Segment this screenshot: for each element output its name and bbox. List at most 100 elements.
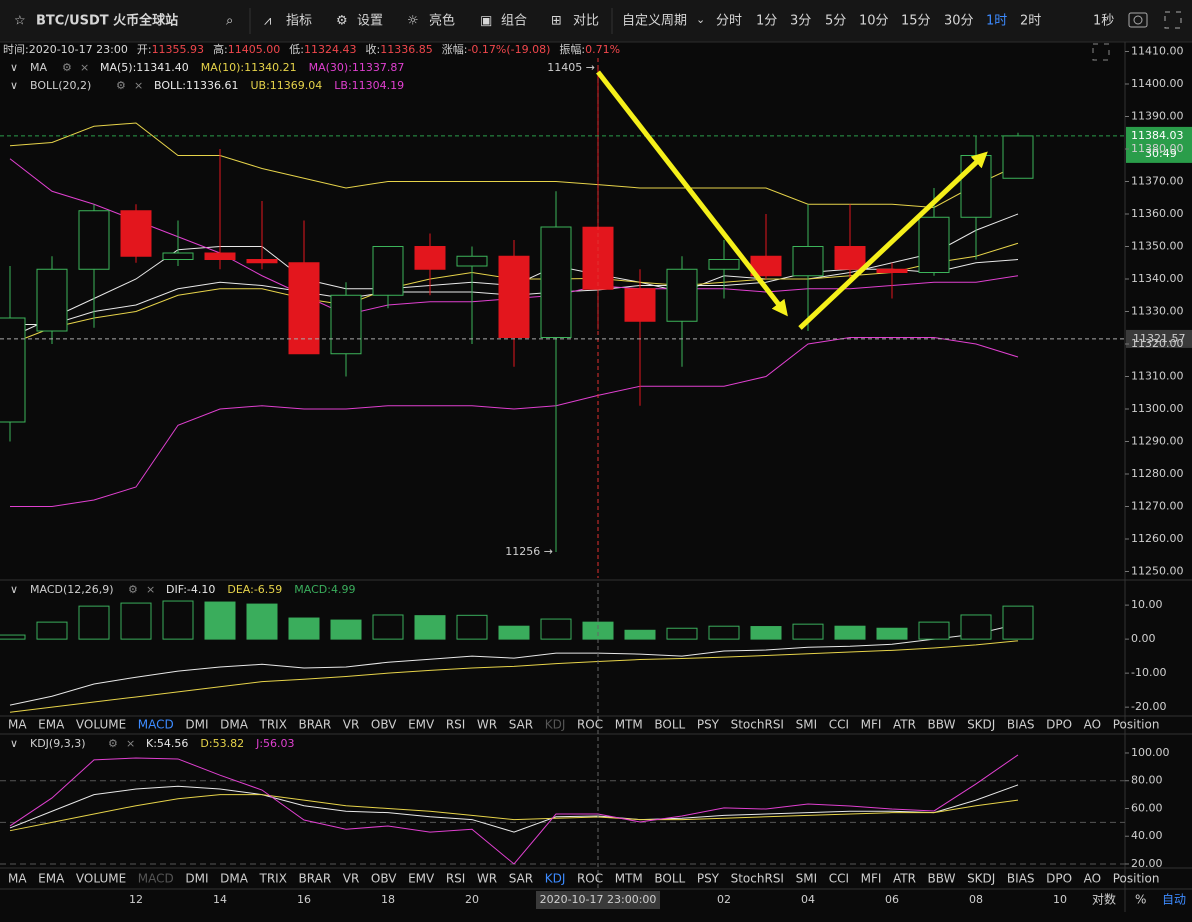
candle-body	[456, 255, 488, 267]
camera-icon[interactable]	[1128, 12, 1148, 28]
settings-icon[interactable]: ⚙	[62, 61, 72, 74]
indicator-tab[interactable]: MACD	[138, 718, 174, 732]
indicator-tab[interactable]: SKDJ	[967, 872, 995, 886]
indicator-tab[interactable]: CCI	[829, 718, 849, 732]
period[interactable]: 15分	[901, 14, 931, 29]
indicator-tab[interactable]: EMV	[408, 872, 435, 886]
star-icon[interactable]: ☆	[14, 14, 26, 29]
indicator-tab[interactable]: DMA	[220, 872, 249, 886]
period[interactable]: 分时	[716, 14, 742, 29]
indicator-tab[interactable]: PSY	[697, 718, 720, 732]
indicator-tab[interactable]: DMI	[185, 718, 208, 732]
expand-icon[interactable]	[1092, 43, 1110, 61]
indicator-tab[interactable]: StochRSI	[731, 718, 784, 732]
indicator-tab[interactable]: VOLUME	[76, 872, 126, 886]
indicator-tab[interactable]: MFI	[861, 718, 882, 732]
indicator-tab[interactable]: DMI	[185, 872, 208, 886]
close-icon[interactable]: ×	[134, 79, 143, 92]
indicator-tab[interactable]: MTM	[615, 718, 643, 732]
info-label: 收:	[366, 42, 381, 56]
indicator-tab[interactable]: BOLL	[654, 718, 685, 732]
indicator-tab[interactable]: MFI	[861, 872, 882, 886]
indicator-tab[interactable]: StochRSI	[731, 872, 784, 886]
indicator-tab[interactable]: VOLUME	[76, 718, 126, 732]
settings-icon[interactable]: ⚙	[128, 583, 138, 596]
indicator-tab[interactable]: BRAR	[299, 872, 332, 886]
candles	[0, 67, 1034, 640]
indicator-tab[interactable]: OBV	[371, 718, 397, 732]
indicator-tab[interactable]: ROC	[577, 718, 603, 732]
toolbar-button[interactable]: 对比	[573, 14, 599, 29]
indicator-tab[interactable]: TRIX	[259, 872, 287, 886]
indicator-tab[interactable]: VR	[343, 872, 360, 886]
indicator-tab[interactable]: WR	[477, 718, 497, 732]
indicator-tab[interactable]: PSY	[697, 872, 720, 886]
indicator-tab[interactable]: BRAR	[299, 718, 332, 732]
close-icon[interactable]: ×	[80, 61, 89, 74]
indicator-tab[interactable]: BBW	[928, 872, 956, 886]
refresh[interactable]: 1秒	[1093, 14, 1114, 29]
indicator-tab[interactable]: MA	[8, 718, 27, 732]
toolbar-button[interactable]: 组合	[501, 14, 527, 29]
indicator-tab[interactable]: KDJ	[545, 872, 566, 886]
fullscreen-icon[interactable]	[1164, 11, 1182, 29]
indicator-tab[interactable]: EMA	[38, 872, 65, 886]
indicator-tab[interactable]: MTM	[615, 872, 643, 886]
indicator-tab[interactable]: SKDJ	[967, 718, 995, 732]
indicator-tab[interactable]: SAR	[509, 718, 533, 732]
indicator-tab[interactable]: OBV	[371, 872, 397, 886]
indicator-tab[interactable]: TRIX	[259, 718, 287, 732]
indicator-tab[interactable]: MA	[8, 872, 27, 886]
settings-icon[interactable]: ⚙	[116, 79, 126, 92]
indicator-tab[interactable]: BIAS	[1007, 872, 1035, 886]
symbol[interactable]: BTC/USDT 火币全球站	[36, 13, 178, 29]
indicator-tab[interactable]: DPO	[1046, 872, 1072, 886]
indicator-tab[interactable]: SMI	[796, 872, 818, 886]
indicator-tab[interactable]: RSI	[446, 718, 466, 732]
indicator-tab[interactable]: SMI	[796, 718, 818, 732]
scale-option[interactable]: 自动	[1162, 893, 1186, 907]
search-icon[interactable]: ⌕	[226, 14, 233, 29]
indicator-tab[interactable]: ROC	[577, 872, 603, 886]
close-icon[interactable]: ×	[146, 583, 155, 596]
period[interactable]: 1分	[756, 14, 777, 29]
period[interactable]: 10分	[859, 14, 889, 29]
indicator-tab[interactable]: Position	[1113, 872, 1160, 886]
indicator-tab[interactable]: CCI	[829, 872, 849, 886]
indicator-tab[interactable]: AO	[1084, 872, 1101, 886]
indicator-tab[interactable]: RSI	[446, 872, 466, 886]
indicator-tab[interactable]: ATR	[893, 718, 916, 732]
indicator-tab[interactable]: KDJ	[545, 718, 566, 732]
indicator-tab[interactable]: WR	[477, 872, 497, 886]
period[interactable]: 2时	[1020, 14, 1041, 29]
period-menu[interactable]: 自定义周期	[622, 14, 687, 29]
indicator-tab[interactable]: AO	[1084, 718, 1101, 732]
period[interactable]: 5分	[825, 14, 846, 29]
indicator-tab[interactable]: SAR	[509, 872, 533, 886]
scale-option[interactable]: %	[1135, 893, 1146, 907]
indicator-title[interactable]: MACD(12,26,9)	[30, 583, 114, 596]
indicator-tab[interactable]: MACD	[138, 872, 174, 886]
indicator-tab[interactable]: DMA	[220, 718, 249, 732]
settings-icon[interactable]: ⚙	[108, 737, 118, 750]
period[interactable]: 30分	[944, 14, 974, 29]
toolbar-button[interactable]: 指标	[286, 14, 312, 29]
indicator-tab[interactable]: Position	[1113, 718, 1160, 732]
indicator-tab[interactable]: DPO	[1046, 718, 1072, 732]
toolbar-button[interactable]: 设置	[357, 14, 383, 29]
indicator-title[interactable]: MA	[30, 61, 47, 74]
indicator-tab[interactable]: BOLL	[654, 872, 685, 886]
indicator-tab[interactable]: VR	[343, 718, 360, 732]
indicator-tab[interactable]: BBW	[928, 718, 956, 732]
indicator-tab[interactable]: EMA	[38, 718, 65, 732]
indicator-tab[interactable]: ATR	[893, 872, 916, 886]
indicator-tab[interactable]: BIAS	[1007, 718, 1035, 732]
period[interactable]: 3分	[790, 14, 811, 29]
period[interactable]: 1时	[986, 14, 1007, 29]
toolbar-button[interactable]: 亮色	[429, 13, 455, 29]
indicator-title[interactable]: BOLL(20,2)	[30, 79, 91, 92]
indicator-tab[interactable]: EMV	[408, 718, 435, 732]
scale-option[interactable]: 对数	[1092, 892, 1116, 907]
indicator-title[interactable]: KDJ(9,3,3)	[30, 737, 86, 750]
close-icon[interactable]: ×	[126, 737, 135, 750]
